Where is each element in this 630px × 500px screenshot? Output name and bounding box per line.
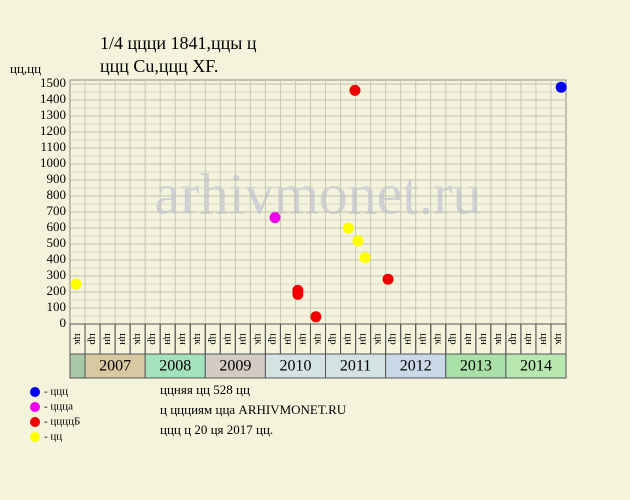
watermark: arhivmonet.ru [155, 161, 482, 226]
year-cell [144, 353, 206, 379]
quarter-label: цн [237, 333, 249, 345]
quarter-label: цн [538, 333, 550, 345]
plot-area [69, 79, 567, 325]
year-label: 2010 [279, 358, 311, 375]
quarter-label: цр [87, 333, 99, 345]
y-tick-label: 1100 [40, 139, 66, 154]
year-cell [505, 353, 567, 379]
y-tick-label: 400 [47, 251, 67, 266]
quarter-label: цк [192, 333, 204, 345]
point [292, 288, 304, 300]
point [349, 84, 361, 96]
y-tick-label: 1500 [40, 75, 66, 90]
year-label: 2013 [460, 358, 492, 375]
legend-marker [30, 417, 40, 427]
legend-label: - цц [44, 431, 62, 443]
quarter-label: цн [463, 333, 475, 345]
y-tick-label: 900 [47, 171, 67, 186]
y-tick-label: 700 [47, 203, 67, 218]
quarter-label: цк [493, 333, 505, 345]
quarter-label: цн [282, 333, 294, 345]
quarter-label: цн [297, 333, 309, 345]
year-cell [445, 353, 507, 379]
point [310, 311, 322, 323]
legend-marker [30, 387, 40, 397]
quarter-label: цн [403, 333, 415, 345]
quarter-label: цр [327, 333, 339, 345]
quarter-label: цн [418, 333, 430, 345]
quarter-label: цк [433, 333, 445, 345]
year-label: 2008 [159, 358, 191, 375]
point [269, 212, 281, 224]
point [352, 235, 364, 247]
year-cell [84, 353, 146, 379]
quarter-label: цн [478, 333, 490, 345]
y-tick-label: 1200 [40, 123, 66, 138]
quarter-label: цр [267, 333, 279, 345]
year-label: 2011 [340, 358, 371, 375]
y-axis-label: цц,цц [10, 61, 41, 76]
chart-subtitle: ццц Cu,ццц XF. [100, 56, 218, 76]
quarter-label: цн [177, 333, 189, 345]
point [555, 81, 567, 93]
y-tick-label: 1000 [40, 155, 66, 170]
y-tick-label: 1300 [40, 107, 66, 122]
point [382, 273, 394, 285]
quarter-label: цк [72, 333, 84, 345]
quarter-label: цк [132, 333, 144, 345]
quarter-label: цн [162, 333, 174, 345]
quarter-label: цн [343, 333, 355, 345]
legend-marker [30, 402, 40, 412]
quarter-label: цн [102, 333, 114, 345]
quarter-label: цк [252, 333, 264, 345]
quarter-label: цк [312, 333, 324, 345]
legend-marker [30, 432, 40, 442]
legend-label: - ццц [44, 386, 68, 398]
quarter-label: цк [373, 333, 385, 345]
year-cell [204, 353, 266, 379]
year-label: 2009 [219, 358, 251, 375]
year-label: 2007 [99, 358, 131, 375]
legend-label: - ццца [44, 401, 73, 413]
y-tick-label: 1400 [40, 91, 66, 106]
year-cell [264, 353, 327, 379]
chart-title: 1/4 ццци 1841,ццы ц [100, 33, 257, 53]
quarter-label: цр [448, 333, 460, 345]
quarter-label: цр [508, 333, 520, 345]
y-tick-label: 100 [47, 299, 67, 314]
note: ц ццциям цца ARHIVMONET.RU [160, 402, 347, 417]
point [70, 278, 82, 290]
quarter-label: цр [207, 333, 219, 345]
y-tick-label: 0 [60, 315, 67, 330]
y-tick-label: 500 [47, 235, 67, 250]
y-tick-label: 200 [47, 283, 67, 298]
y-tick-label: 300 [47, 267, 67, 282]
note: ццц ц 20 ця 2017 цц. [160, 422, 273, 437]
quarter-label: цр [147, 333, 159, 345]
quarter-label: цн [358, 333, 370, 345]
quarter-label: цн [523, 333, 535, 345]
point [359, 252, 371, 264]
point [342, 222, 354, 234]
year-cell [325, 353, 387, 379]
year-label: 2014 [520, 358, 552, 375]
note: ццняя цц 528 цц [160, 382, 250, 397]
quarter-label: цр [388, 333, 400, 345]
quarter-label: цн [222, 333, 234, 345]
quarter-label: цк [553, 333, 565, 345]
quarter-label: цн [117, 333, 129, 345]
legend-label: - ццццБ [44, 416, 80, 428]
first-cell [69, 353, 86, 379]
year-label: 2012 [400, 358, 432, 375]
y-tick-label: 800 [47, 187, 67, 202]
y-tick-label: 600 [47, 219, 67, 234]
